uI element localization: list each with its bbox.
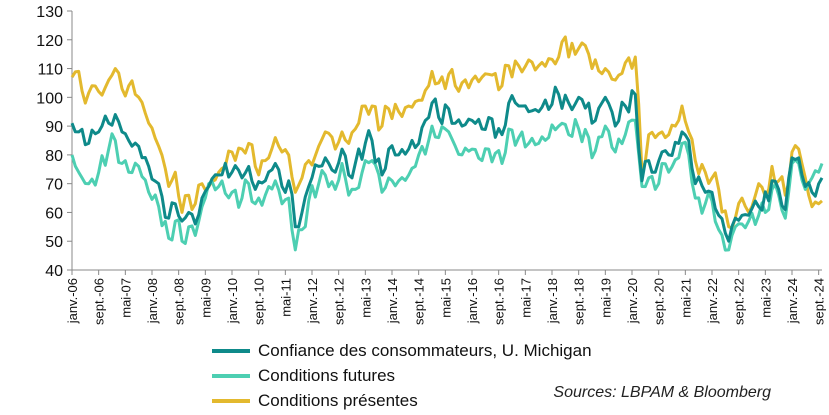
- x-tick-label: sept.-06: [92, 278, 107, 325]
- series-line-0: [70, 85, 824, 243]
- x-tick-label: janv.-24: [785, 278, 800, 324]
- legend-item-futures: Conditions futures: [212, 363, 592, 388]
- x-tick-label: mai-07: [118, 278, 133, 318]
- legend-swatch-futures: [212, 373, 250, 378]
- x-tick-label: mai-13: [358, 278, 373, 318]
- x-tick-label: sept.-22: [732, 278, 747, 325]
- y-tick-label: 130: [36, 4, 63, 21]
- x-axis: janv.-06 sept.-06 mai-07 janv.-08 sept.-08 ma…: [65, 269, 827, 325]
- legend-label-confiance: Confiance des consommateurs, U. Michigan: [258, 340, 592, 360]
- x-tick-label: janv.-12: [305, 278, 320, 324]
- y-tick-label: 120: [36, 33, 63, 50]
- y-axis: 40 50 60 70 80 90 100 110 120 130: [36, 4, 73, 280]
- legend-label-presentes: Conditions présentes: [258, 390, 418, 410]
- y-tick-label: 80: [45, 148, 63, 165]
- x-tick-label: sept.-16: [492, 278, 507, 325]
- legend-label-futures: Conditions futures: [258, 365, 396, 385]
- legend-item-presentes: Conditions présentes: [212, 388, 592, 413]
- y-tick-label: 110: [37, 62, 63, 79]
- x-tick-label: sept.-20: [652, 278, 667, 325]
- x-tick-label: mai-19: [598, 278, 613, 318]
- x-tick-label: sept.-18: [572, 278, 587, 325]
- x-tick-label: janv.-22: [705, 278, 720, 324]
- y-tick-label: 90: [45, 119, 63, 136]
- x-tick-label: sept.-14: [412, 278, 427, 325]
- series-line-2: [70, 35, 823, 230]
- x-tick-label: janv.-14: [385, 278, 400, 324]
- y-tick-label: 60: [45, 205, 63, 222]
- y-tick-label: 40: [45, 263, 63, 280]
- x-tick-label: janv.-16: [465, 278, 480, 324]
- x-tick-label: janv.-08: [145, 278, 160, 324]
- x-tick-label: janv.-10: [225, 278, 240, 324]
- x-tick-label: janv.-18: [545, 278, 560, 324]
- y-tick-label: 50: [45, 234, 63, 251]
- x-tick-label: sept.-24: [812, 278, 827, 325]
- y-tick-label: 100: [36, 90, 63, 107]
- series-line-1: [70, 118, 824, 252]
- x-tick-label: sept.-08: [172, 278, 187, 325]
- y-tick-label: 70: [45, 177, 63, 194]
- x-tick-label: mai-11: [278, 278, 293, 317]
- x-tick-label: mai-15: [438, 278, 453, 318]
- x-tick-label: mai-09: [198, 278, 213, 318]
- line-chart: 40 50 60 70 80 90 100 110 120 130 janv.-06 sept.-0…: [36, 4, 827, 325]
- series-layer: [70, 35, 824, 252]
- x-tick-label: janv.-06: [65, 278, 80, 324]
- source-note: Sources: LBPAM & Bloomberg: [553, 384, 771, 401]
- legend-swatch-presentes: [212, 398, 250, 403]
- x-tick-label: mai-17: [518, 278, 533, 318]
- x-tick-label: janv.-20: [625, 278, 640, 324]
- x-tick-label: mai-23: [758, 278, 773, 318]
- legend: Confiance des consommateurs, U. Michigan…: [212, 338, 592, 413]
- legend-swatch-confiance: [212, 348, 250, 353]
- legend-item-confiance: Confiance des consommateurs, U. Michigan: [212, 338, 592, 363]
- x-tick-label: sept.-12: [332, 278, 347, 325]
- x-tick-label: sept.-10: [252, 278, 267, 325]
- x-tick-label: mai-21: [678, 278, 693, 318]
